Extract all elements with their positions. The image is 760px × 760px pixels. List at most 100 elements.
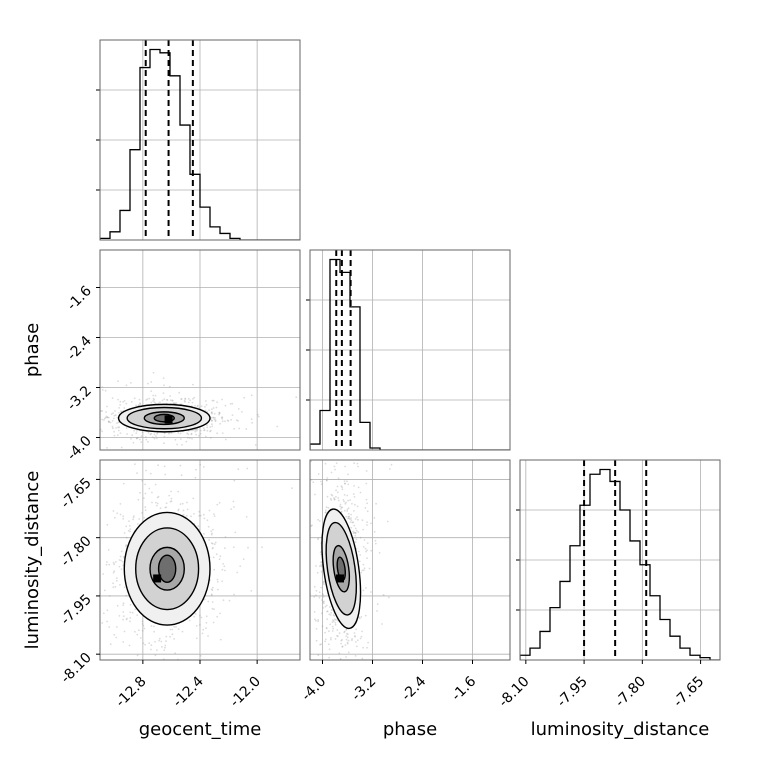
scatter-point (168, 494, 171, 497)
scatter-point (153, 630, 156, 633)
scatter-point (346, 494, 349, 497)
scatter-point (170, 490, 172, 493)
ylabel-phase: phase (22, 323, 43, 377)
scatter-point (211, 411, 213, 413)
scatter-point (208, 509, 211, 512)
scatter-point (349, 735, 351, 737)
scatter-point (364, 614, 367, 617)
scatter-point (172, 402, 175, 405)
scatter-point (324, 511, 327, 514)
scatter-point (125, 402, 128, 405)
scatter-point (233, 427, 236, 430)
scatter-point (362, 589, 365, 592)
scatter-point (157, 464, 160, 467)
scatter-point (376, 603, 379, 606)
y-tick-label: -2.4 (64, 333, 95, 364)
scatter-point (195, 468, 197, 471)
scatter-point (317, 654, 320, 657)
scatter-point (200, 405, 203, 408)
scatter-point (145, 456, 147, 458)
scatter-point (177, 432, 180, 434)
scatter-point (342, 695, 344, 697)
scatter-point (211, 419, 213, 422)
panel-frame (309, 459, 511, 661)
scatter-point (178, 445, 180, 447)
scatter-point (324, 640, 326, 643)
scatter-point (336, 629, 339, 631)
scatter-point (199, 655, 202, 657)
scatter-point (355, 628, 357, 631)
scatter-point (194, 430, 197, 433)
scatter-point (362, 646, 364, 649)
y-tick-label: -8.10 (58, 650, 95, 687)
scatter-point (144, 483, 147, 486)
scatter-point (83, 415, 85, 417)
scatter-point (315, 589, 318, 592)
scatter-point (184, 664, 186, 666)
scatter-point (321, 599, 323, 601)
scatter-point (336, 491, 339, 494)
scatter-point (170, 672, 172, 674)
scatter-point (349, 521, 352, 523)
scatter-point (179, 432, 182, 435)
scatter-point (360, 571, 363, 574)
scatter-point (113, 414, 116, 417)
scatter-point (150, 401, 153, 404)
scatter-point (89, 436, 91, 438)
scatter-point (169, 399, 172, 402)
scatter-point (210, 411, 213, 414)
scatter-point (122, 641, 125, 643)
scatter-point (349, 518, 351, 520)
scatter-point (158, 639, 161, 642)
scatter-point (160, 303, 162, 305)
scatter-point (370, 522, 372, 525)
scatter-point (147, 440, 149, 443)
scatter-point (333, 498, 336, 501)
scatter-point (160, 640, 163, 643)
scatter-point (176, 443, 179, 446)
scatter-point (360, 616, 363, 618)
scatter-point (194, 613, 197, 615)
scatter-point (113, 434, 116, 437)
scatter-point (231, 402, 234, 405)
scatter-point (215, 553, 218, 556)
scatter-point (347, 483, 350, 486)
scatter-point (211, 532, 213, 535)
scatter-point (194, 429, 197, 431)
scatter-point (261, 546, 263, 549)
scatter-point (326, 495, 329, 498)
scatter-point (7, 434, 9, 436)
scatter-point (112, 586, 115, 589)
scatter-point (209, 429, 212, 432)
x-tick-label: -12.4 (170, 673, 207, 710)
scatter-point (322, 601, 325, 604)
scatter-point (241, 411, 243, 413)
scatter-point (86, 613, 88, 615)
scatter-point (318, 591, 321, 594)
scatter-point (204, 435, 207, 438)
scatter-point (318, 596, 321, 599)
scatter-point (141, 457, 143, 459)
panel-frame (99, 39, 301, 241)
scatter-point (208, 539, 211, 541)
scatter-point (56, 419, 58, 421)
scatter-point (217, 695, 219, 697)
scatter-point (327, 506, 330, 509)
scatter-point (195, 428, 198, 431)
scatter-point (350, 517, 352, 519)
panel-frame (309, 249, 511, 451)
scatter-point (320, 483, 323, 485)
scatter-point (132, 454, 134, 456)
y-tick-label: -7.95 (58, 591, 95, 628)
scatter-point (192, 497, 195, 500)
x-tick-label: -2.4 (399, 673, 430, 704)
scatter-point (130, 437, 132, 440)
scatter-point (191, 401, 194, 404)
scatter-point (122, 482, 125, 485)
scatter-point (360, 635, 363, 638)
scatter-point (366, 502, 368, 505)
scatter-point (342, 499, 345, 501)
scatter-point (337, 497, 340, 499)
scatter-point (335, 495, 337, 498)
y-tick-label: -7.80 (58, 533, 95, 570)
